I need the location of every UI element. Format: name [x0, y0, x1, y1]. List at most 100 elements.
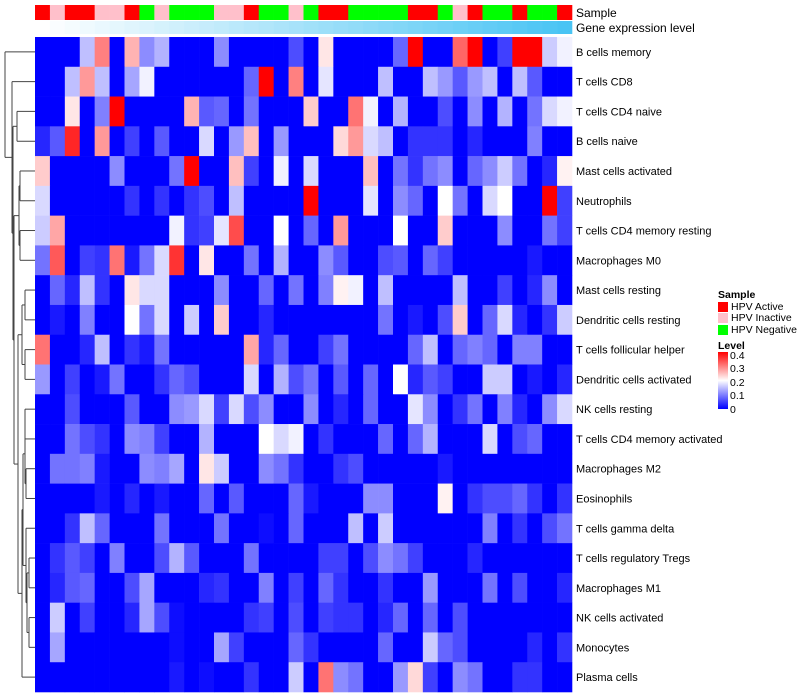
heatmap-cell [94, 602, 110, 633]
heatmap-cell [169, 215, 185, 246]
heatmap-cell [348, 453, 364, 484]
sample-annotation-cell [214, 5, 230, 20]
heatmap-cell [378, 334, 394, 365]
heatmap-cell [497, 37, 513, 68]
sample-annotation-cell [243, 5, 260, 20]
heatmap-cell [422, 513, 439, 544]
heatmap-cell [258, 513, 274, 544]
heatmap-cell [378, 275, 394, 306]
heatmap-cell [109, 513, 125, 544]
heatmap-cell [228, 215, 245, 246]
heatmap-cell [482, 632, 498, 663]
heatmap-cell [363, 245, 379, 276]
heatmap-cell [243, 37, 260, 68]
heatmap-cell [214, 572, 230, 603]
heatmap-cell [393, 394, 409, 425]
heatmap-cell [482, 156, 498, 187]
heatmap-cell [512, 96, 528, 127]
heatmap-cell [393, 543, 409, 574]
row-label: T cells CD8 [576, 77, 633, 89]
heatmap-cell [64, 334, 81, 365]
gene-annotation-cell [452, 21, 468, 34]
level-legend: Level 0.4 0.3 0.2 0.1 0 [718, 340, 797, 415]
heatmap-cell [139, 632, 155, 663]
heatmap-cell [497, 572, 513, 603]
heatmap-cell [437, 185, 453, 216]
heatmap-cell [393, 185, 409, 216]
heatmap-cell [184, 572, 200, 603]
heatmap-cell [557, 632, 573, 663]
heatmap-cell [49, 424, 66, 455]
heatmap-cell [258, 37, 274, 68]
heatmap-cell [393, 483, 409, 514]
heatmap-cell [348, 66, 364, 97]
heatmap-cell [258, 364, 274, 395]
heatmap-cell [393, 602, 409, 633]
heatmap-cell [169, 126, 185, 157]
heatmap-cell [318, 275, 334, 306]
heatmap-cell [154, 334, 170, 365]
heatmap-cell [557, 662, 573, 693]
heatmap-cell [348, 304, 364, 336]
heatmap-cell [482, 543, 498, 574]
heatmap-cell [482, 513, 498, 544]
level-tick: 0.3 [730, 363, 745, 375]
heatmap-cell [497, 245, 513, 276]
heatmap-cell [184, 453, 200, 484]
heatmap-cell [363, 156, 379, 187]
heatmap-cell [542, 275, 558, 306]
heatmap-cell [288, 304, 304, 336]
heatmap-cell [482, 245, 498, 276]
heatmap-cell [303, 483, 319, 514]
heatmap-cell [333, 602, 349, 633]
heatmap-cell [348, 543, 364, 574]
row-label: B cells naive [576, 136, 638, 148]
heatmap-cell [363, 572, 379, 603]
heatmap-cell [154, 156, 170, 187]
heatmap-cell [273, 543, 289, 574]
heatmap-cell [557, 572, 573, 603]
heatmap-cell [527, 215, 543, 246]
heatmap-cell [273, 453, 289, 484]
heatmap-cell [527, 394, 543, 425]
heatmap-cell [169, 185, 185, 216]
gene-expression-annotation-bar [35, 21, 573, 34]
heatmap-cell [363, 602, 379, 633]
heatmap-cell [527, 304, 543, 336]
heatmap-cell [378, 245, 394, 276]
sample-annotation-label: Sample [576, 6, 617, 20]
heatmap-cell [273, 483, 289, 514]
heatmap-cell [542, 37, 558, 68]
heatmap-cell [139, 126, 155, 157]
sample-annotation-cell [154, 5, 170, 20]
heatmap-cell [94, 453, 110, 484]
heatmap-cell [154, 483, 170, 514]
heatmap-cell [452, 572, 468, 603]
level-tick: 0.4 [730, 349, 745, 362]
heatmap-cell [378, 126, 394, 157]
heatmap-cell [363, 215, 379, 246]
heatmap-cell [228, 513, 245, 544]
heatmap-cell [139, 572, 155, 603]
heatmap-cell [452, 66, 468, 97]
heatmap-cell [527, 513, 543, 544]
heatmap-cell [288, 275, 304, 306]
heatmap-cell [467, 453, 483, 484]
heatmap-cell [303, 66, 319, 97]
heatmap-cell [407, 424, 424, 455]
heatmap-cell [527, 245, 543, 276]
heatmap-cell [333, 126, 349, 157]
heatmap-cell [109, 394, 125, 425]
heatmap-cell [363, 126, 379, 157]
heatmap-cell [512, 572, 528, 603]
heatmap-cell [35, 632, 51, 663]
row-label: NK cells activated [576, 613, 663, 625]
legend-item-hpv-active: HPV Active [718, 301, 797, 313]
heatmap-cell [169, 453, 185, 484]
gene-annotation-cell [497, 21, 513, 34]
heatmap-cell [542, 156, 558, 187]
heatmap-cell [512, 185, 528, 216]
heatmap-cell [243, 96, 260, 127]
heatmap-cell [228, 483, 245, 514]
heatmap-cell [139, 66, 155, 97]
